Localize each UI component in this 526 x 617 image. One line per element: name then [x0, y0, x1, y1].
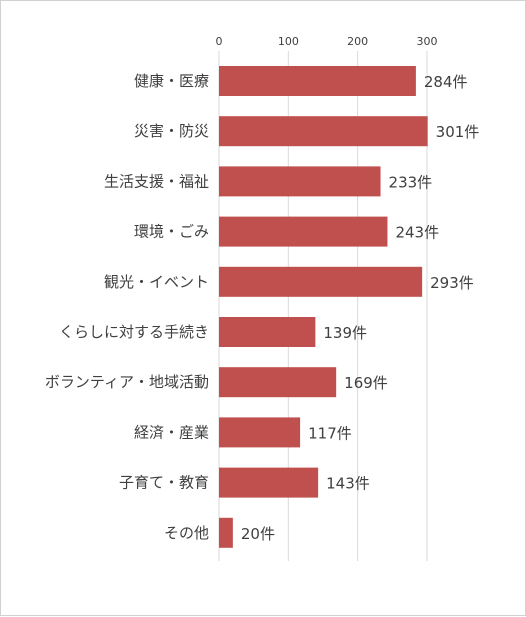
category-label: 生活支援・福祉	[104, 172, 209, 190]
category-label: 環境・ごみ	[134, 223, 209, 241]
data-label: 139件	[323, 324, 367, 342]
data-label: 117件	[308, 424, 352, 442]
category-label: 子育て・教育	[119, 474, 209, 492]
bar	[219, 517, 233, 548]
bar	[219, 166, 381, 197]
bar	[219, 266, 423, 297]
category-label: その他	[164, 524, 209, 542]
x-tick-label: 200	[347, 35, 368, 48]
category-label: 健康・医療	[134, 72, 209, 90]
data-label: 233件	[389, 173, 433, 191]
category-label: くらしに対する手続き	[59, 323, 209, 341]
x-tick-label: 0	[216, 35, 223, 48]
data-label: 143件	[326, 475, 370, 493]
bar	[219, 367, 337, 398]
data-label: 169件	[344, 374, 388, 392]
bar	[219, 467, 319, 498]
bar	[219, 417, 301, 448]
bar	[219, 66, 416, 96]
data-label: 284件	[424, 73, 468, 91]
data-label: 243件	[395, 224, 439, 242]
x-tick-label: 300	[416, 35, 437, 48]
data-label: 293件	[430, 274, 474, 292]
bar	[219, 116, 428, 147]
bar	[219, 216, 388, 247]
data-label: 301件	[436, 123, 480, 141]
bar	[219, 317, 316, 347]
x-tick-label: 100	[278, 35, 299, 48]
category-label: ボランティア・地域活動	[45, 373, 209, 391]
category-label: 経済・産業	[134, 423, 209, 441]
category-label: 災害・防災	[134, 122, 209, 140]
data-label: 20件	[241, 525, 275, 543]
category-label: 観光・イベント	[104, 273, 209, 291]
